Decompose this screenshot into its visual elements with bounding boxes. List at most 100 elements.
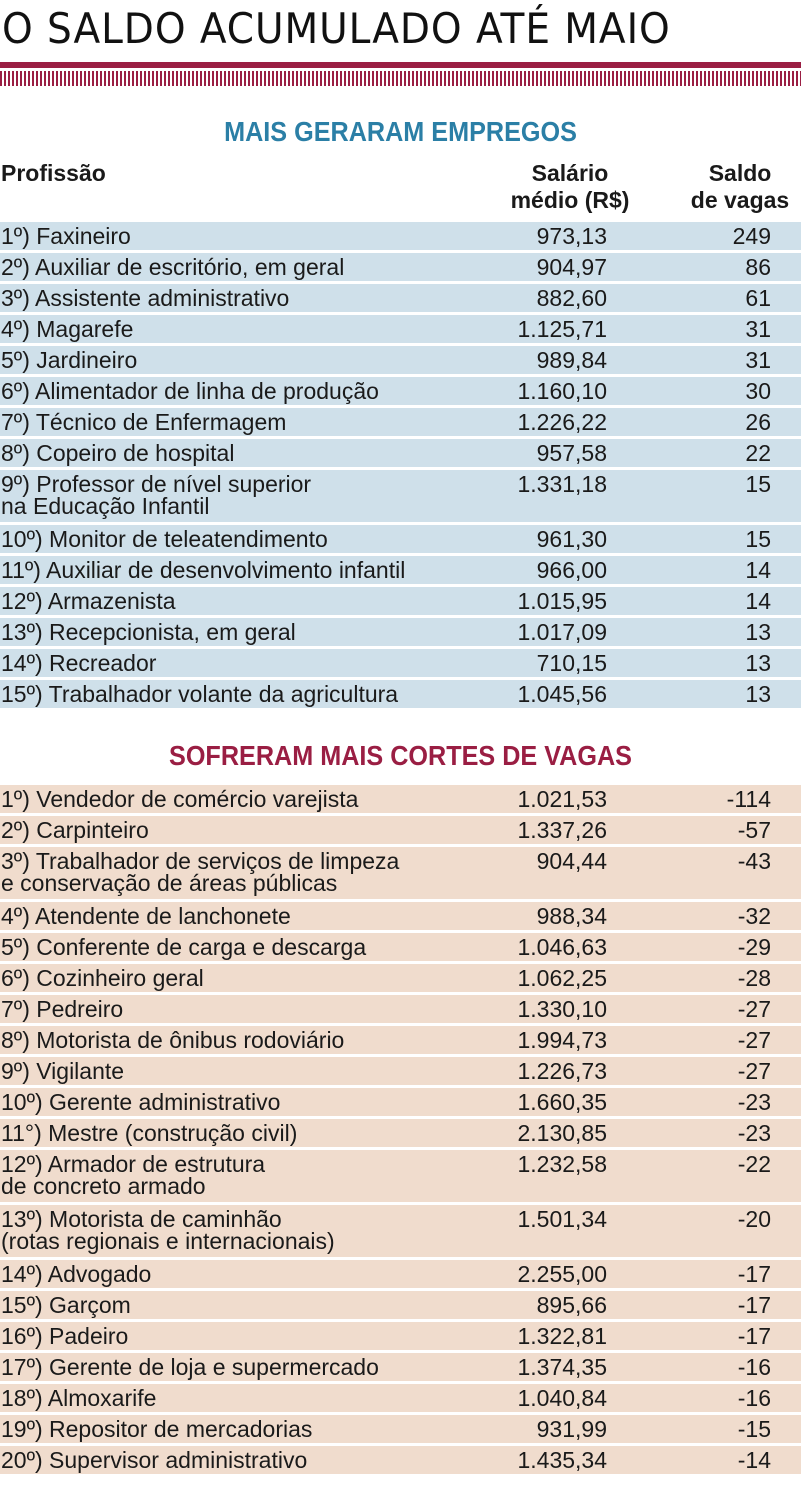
table-row: 13º) Recepcionista, em geral 1.017,09 13 (0, 618, 801, 646)
balance-cell: -16 (737, 1385, 771, 1411)
salary-cell: 1.160,10 (517, 378, 607, 404)
balance-cell: -27 (737, 1058, 771, 1084)
table-row: 20º) Supervisor administrativo 1.435,34 -1… (0, 1446, 801, 1474)
title-rule-ticks (0, 71, 801, 86)
profession-cell: 1º) Faxineiro (1, 223, 131, 249)
salary-cell: 1.435,34 (517, 1447, 607, 1473)
salary-cell: 973,13 (536, 223, 607, 249)
profession-cell: 14º) Advogado (1, 1261, 151, 1287)
page-title: O SALDO ACUMULADO ATÉ MAIO (2, 4, 671, 53)
balance-cell: 86 (745, 254, 771, 280)
title-rule (0, 62, 801, 92)
header-salary: Salário médio (R$) (500, 160, 640, 214)
balance-cell: 13 (745, 681, 771, 707)
balance-cell: 22 (745, 440, 771, 466)
salary-cell: 1.322,81 (517, 1323, 607, 1349)
profession-line: 6º) Cozinheiro geral (1, 965, 204, 991)
table-row: 7º) Técnico de Enfermagem 1.226,22 26 (0, 408, 801, 436)
profession-line: 2º) Carpinteiro (1, 817, 149, 843)
profession-line: 11º) Auxiliar de desenvolvimento infanti… (1, 557, 406, 583)
profession-line: 14º) Advogado (1, 1261, 152, 1287)
balance-cell: 15 (745, 471, 771, 497)
balance-cell: 26 (745, 409, 771, 435)
table-row: 1º) Faxineiro 973,13 249 (0, 222, 801, 250)
balance-cell: -22 (737, 1151, 771, 1177)
table-row: 10º) Gerente administrativo 1.660,35 -23 (0, 1088, 801, 1116)
balance-cell: -23 (737, 1120, 771, 1146)
salary-cell: 961,30 (536, 526, 607, 552)
profession-line: 10º) Gerente administrativo (1, 1089, 281, 1115)
profession-line: 19º) Repositor de mercadorias (1, 1416, 313, 1442)
salary-cell: 2.130,85 (517, 1120, 607, 1146)
balance-cell: 30 (745, 378, 771, 404)
balance-cell: 13 (745, 650, 771, 676)
profession-cell: 14º) Recreador (1, 650, 156, 676)
table-row: 9º) Vigilante 1.226,73 -27 (0, 1057, 801, 1085)
header-balance: Saldo de vagas (680, 160, 800, 214)
profession-cell: 7º) Pedreiro (1, 996, 123, 1022)
header-balance-line-1: Saldo (708, 160, 772, 186)
profession-cell: 3º) Assistente administrativo (1, 285, 289, 311)
balance-cell: 15 (745, 526, 771, 552)
profession-line: 3º) Assistente administrativo (1, 285, 290, 311)
salary-cell: 1.226,73 (517, 1058, 607, 1084)
salary-cell: 1.337,26 (517, 817, 607, 843)
profession-line: 3º) Trabalhador de serviços de limpeza (1, 848, 400, 874)
balance-cell: 14 (745, 588, 771, 614)
profession-cell: 4º) Magarefe (1, 316, 133, 342)
profession-cell: 9º) Professor de nível superior na Educaç… (1, 471, 311, 519)
profession-line: 7º) Técnico de Enfermagem (1, 409, 287, 435)
salary-cell: 1.374,35 (517, 1354, 607, 1380)
table-row: 6º) Alimentador de linha de produção 1.16… (0, 377, 801, 405)
salary-cell: 710,15 (536, 650, 607, 676)
salary-cell: 1.330,10 (517, 996, 607, 1022)
table-row: 8º) Motorista de ônibus rodoviário 1.994,… (0, 1026, 801, 1054)
table-row: 6º) Cozinheiro geral 1.062,25 -28 (0, 964, 801, 992)
table-row: 1º) Vendedor de comércio varejista 1.021,… (0, 785, 801, 813)
table-row: 16º) Padeiro 1.322,81 -17 (0, 1322, 801, 1350)
table-row: 15º) Garçom 895,66 -17 (0, 1291, 801, 1319)
salary-cell: 882,60 (536, 285, 607, 311)
header-balance-line-2: de vagas (690, 187, 790, 213)
balance-cell: -29 (737, 934, 771, 960)
balance-cell: -27 (737, 996, 771, 1022)
salary-cell: 1.046,63 (517, 934, 607, 960)
balance-cell: -20 (737, 1206, 771, 1232)
balance-cell: -27 (737, 1027, 771, 1053)
profession-line: (rotas regionais e internacionais) (1, 1228, 335, 1254)
salary-cell: 1.994,73 (517, 1027, 607, 1053)
balance-cell: -114 (726, 786, 771, 812)
profession-cell: 11°) Mestre (construção civil) (1, 1120, 297, 1146)
title-rule-bar (0, 62, 801, 68)
profession-cell: 17º) Gerente de loja e supermercado (1, 1354, 379, 1380)
balance-cell: -17 (737, 1261, 771, 1287)
table-row: 4º) Atendente de lanchonete 988,34 -32 (0, 902, 801, 930)
salary-cell: 1.226,22 (517, 409, 607, 435)
profession-cell: 8º) Copeiro de hospital (1, 440, 234, 466)
table-row: 9º) Professor de nível superior na Educaç… (0, 470, 801, 522)
profession-line: 4º) Magarefe (1, 316, 134, 342)
table-row: 7º) Pedreiro 1.330,10 -27 (0, 995, 801, 1023)
table-row: 12º) Armador de estrutura de concreto arm… (0, 1150, 801, 1202)
balance-cell: 14 (745, 557, 771, 583)
profession-cell: 15º) Trabalhador volante da agricultura (1, 681, 398, 707)
profession-line: 9º) Professor de nível superior (1, 471, 312, 497)
profession-cell: 10º) Monitor de teleatendimento (1, 526, 328, 552)
balance-cell: -23 (737, 1089, 771, 1115)
profession-line: 16º) Padeiro (1, 1323, 129, 1349)
table-bottom: 1º) Vendedor de comércio varejista 1.021,… (0, 785, 801, 1477)
header-salary-line-2: médio (R$) (510, 187, 630, 213)
table-row: 17º) Gerente de loja e supermercado 1.374… (0, 1353, 801, 1381)
salary-cell: 2.255,00 (517, 1261, 607, 1287)
profession-line: 12º) Armazenista (1, 588, 176, 614)
salary-cell: 1.501,34 (517, 1206, 607, 1232)
profession-cell: 12º) Armazenista (1, 588, 176, 614)
profession-cell: 2º) Carpinteiro (1, 817, 149, 843)
profession-cell: 6º) Alimentador de linha de produção (1, 378, 379, 404)
table-top: 1º) Faxineiro 973,13 249 2º) Auxiliar de es… (0, 222, 801, 711)
profession-line: 7º) Pedreiro (1, 996, 124, 1022)
profession-cell: 1º) Vendedor de comércio varejista (1, 786, 358, 812)
profession-cell: 16º) Padeiro (1, 1323, 128, 1349)
balance-cell: 31 (745, 347, 771, 373)
table-row: 12º) Armazenista 1.015,95 14 (0, 587, 801, 615)
